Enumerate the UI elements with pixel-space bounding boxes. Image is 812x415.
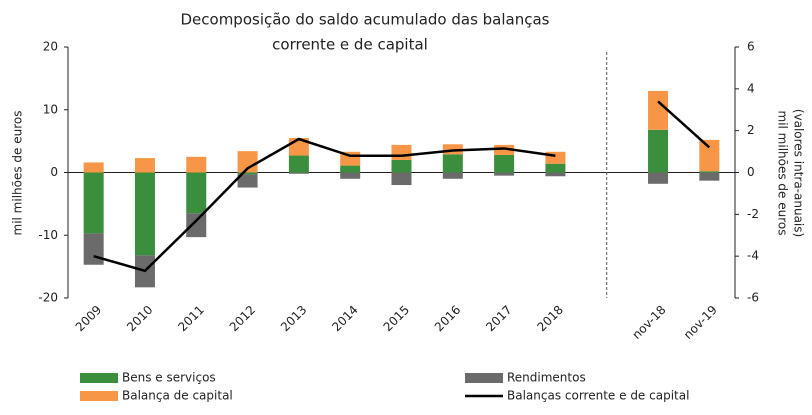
bar-segment — [442, 172, 463, 179]
bar-segment — [648, 129, 669, 173]
y2-axis-label: (valores intra-anuais) — [792, 109, 806, 237]
legend-label: Balança de capital — [122, 389, 233, 403]
legend-label: Bens e serviços — [122, 371, 216, 385]
line — [93, 137, 556, 273]
bar-segment — [288, 172, 309, 174]
x-tick-label: 2011 — [175, 303, 206, 334]
y-tick-label: -10 — [38, 228, 58, 242]
bar-segment — [340, 172, 361, 179]
bar-segment — [699, 171, 720, 173]
y-tick-label: -20 — [38, 291, 58, 305]
bar-segment — [545, 151, 566, 164]
bar-segment — [340, 165, 361, 173]
y2-tick-label: 0 — [747, 165, 755, 179]
y2-tick-label: 2 — [747, 123, 755, 137]
bar-segment — [648, 172, 669, 184]
y2-tick-label: -2 — [747, 207, 759, 221]
bar-segment — [494, 154, 515, 173]
y2-axis-label: mil milhões de euros — [776, 111, 790, 236]
bar-segment — [545, 172, 566, 177]
bar-segment — [83, 162, 104, 173]
y-tick-label: 0 — [50, 165, 58, 179]
bar-segment — [83, 233, 104, 265]
x-tick-label: 2018 — [535, 303, 566, 334]
y2-tick-label: -6 — [747, 291, 759, 305]
y-tick-label: 10 — [43, 102, 58, 116]
bar-segment — [391, 159, 412, 173]
legend-swatch — [80, 391, 118, 401]
bar-segment — [494, 144, 515, 155]
bar-segment — [391, 144, 412, 160]
bar-segment — [288, 155, 309, 173]
bar-segment — [186, 172, 207, 214]
bar-segment — [237, 172, 258, 175]
bar-segment — [237, 174, 258, 188]
y2-tick-label: 6 — [747, 40, 755, 54]
x-tick-label: 2016 — [432, 303, 463, 334]
legend-label: Balanças corrente e de capital — [507, 389, 689, 403]
legend-swatch — [80, 373, 118, 383]
bar-segment — [545, 163, 566, 173]
y-tick-label: 20 — [43, 40, 58, 54]
x-tick-label: 2015 — [381, 303, 412, 334]
bar-segment — [186, 156, 207, 173]
legend-swatch — [465, 373, 503, 383]
bar-segment — [442, 144, 463, 155]
x-tick-label: 2013 — [278, 303, 309, 334]
x-tick-label: 2014 — [329, 303, 360, 334]
y-axis-label: mil milhões de euros — [11, 111, 25, 236]
bar-segment — [83, 172, 104, 234]
x-tick-label: 2010 — [124, 303, 155, 334]
bar-segment — [648, 90, 669, 130]
x-tick-label: 2012 — [227, 303, 258, 334]
bar-segment — [134, 158, 155, 173]
bar-segment — [134, 172, 155, 256]
bar-segment — [494, 172, 515, 176]
chart-title: corrente e de capital — [272, 36, 428, 54]
bar-segment — [186, 213, 207, 238]
bar-segment — [699, 139, 720, 172]
y2-tick-label: 4 — [747, 81, 755, 95]
legend-label: Rendimentos — [507, 371, 586, 385]
y2-tick-label: -4 — [747, 249, 759, 263]
bar-segment — [391, 172, 412, 186]
bar-segment — [699, 172, 720, 181]
chart-title: Decomposição do saldo acumulado das bala… — [180, 11, 549, 29]
x-tick-label: 2017 — [483, 303, 514, 334]
bar-segment — [442, 154, 463, 173]
bar-segment — [237, 151, 258, 173]
x-tick-label: 2009 — [73, 303, 104, 334]
line — [657, 100, 711, 149]
x-tick-label: nov-18 — [630, 303, 669, 342]
x-tick-label: nov-19 — [681, 303, 720, 342]
